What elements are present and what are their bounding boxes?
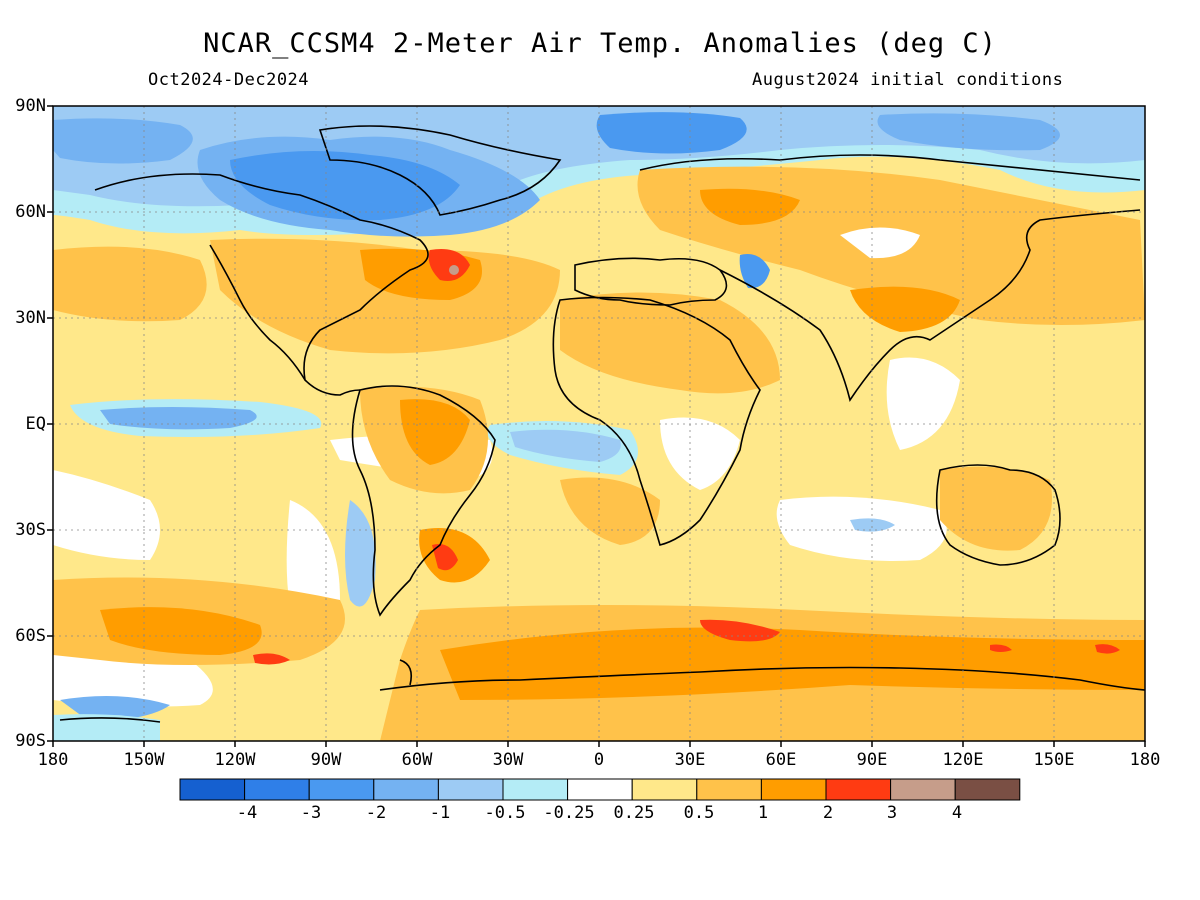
colorbar-swatch [696, 778, 762, 801]
colorbar-swatch [954, 778, 1021, 801]
lon-label-150e: 150E [1033, 750, 1075, 770]
lon-label-120e: 120E [942, 750, 984, 770]
colorbar-label: -0.5 [484, 803, 526, 823]
colorbar-swatch [502, 778, 569, 801]
lat-label-60n: 60N [15, 202, 46, 222]
lon-label-150w: 150W [123, 750, 165, 770]
colorbar-swatch [631, 778, 698, 801]
lon-label-90w: 90W [310, 750, 342, 770]
colorbar-swatch [373, 778, 439, 801]
colorbar-label: -4 [236, 803, 258, 823]
lon-label-30e: 30E [674, 750, 706, 770]
colorbar-label: 0.5 [683, 803, 715, 823]
tick-marks [47, 105, 1146, 747]
colorbar-swatch [244, 778, 310, 801]
lon-label-60e: 60E [765, 750, 797, 770]
lat-label-90s: 90S [15, 731, 46, 751]
colorbar-label: 0.25 [613, 803, 655, 823]
colorbar-label: 3 [886, 803, 898, 823]
colorbar-label: 1 [757, 803, 769, 823]
coastlines [59, 125, 1145, 723]
lon-label-0: 0 [593, 750, 605, 770]
lat-label-60s: 60S [15, 626, 46, 646]
anomaly-field [53, 106, 1145, 741]
lon-label-180e: 180 [1129, 750, 1161, 770]
lon-label-120w: 120W [214, 750, 256, 770]
colorbar-label: -3 [300, 803, 322, 823]
colorbar-swatch [308, 778, 375, 801]
colorbar-swatch [179, 778, 246, 801]
colorbar-label: 2 [822, 803, 834, 823]
colorbar-swatch [760, 778, 827, 801]
colorbar-label: -0.25 [543, 803, 595, 823]
lat-label-90n: 90N [15, 96, 46, 116]
colorbar-swatch [567, 778, 633, 801]
lon-label-90e: 90E [856, 750, 888, 770]
colorbar-swatch [437, 778, 504, 801]
colorbar-swatch [825, 778, 892, 801]
graticule [53, 106, 1145, 741]
map-title: NCAR_CCSM4 2-Meter Air Temp. Anomalies (… [203, 28, 997, 59]
lon-label-60w: 60W [401, 750, 433, 770]
lon-label-30w: 30W [492, 750, 524, 770]
initial-conditions: August2024 initial conditions [752, 70, 1064, 90]
colorbar-swatch [890, 778, 956, 801]
colorbar-label: -2 [365, 803, 387, 823]
lat-label-30n: 30N [15, 308, 46, 328]
lat-label-30s: 30S [15, 520, 46, 540]
lon-label-180w: 180 [37, 750, 69, 770]
colorbar-label: 4 [951, 803, 963, 823]
forecast-period: Oct2024-Dec2024 [148, 70, 310, 90]
colorbar [179, 778, 1021, 801]
lat-label-eq: EQ [25, 414, 46, 434]
colorbar-label: -1 [429, 803, 451, 823]
